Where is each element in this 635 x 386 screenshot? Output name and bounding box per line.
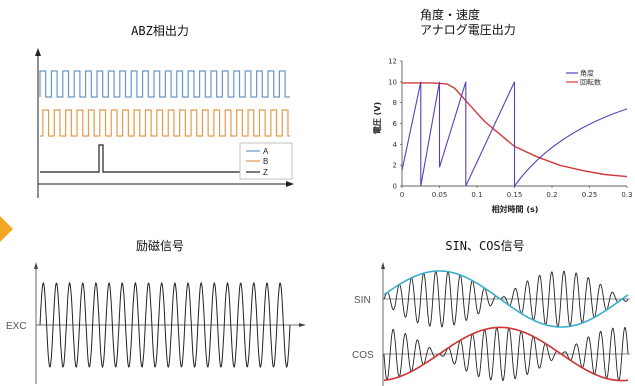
- chart-x-tick-label: 0.1: [471, 191, 482, 199]
- wave-z: [40, 144, 240, 173]
- abz-x-arrow: [286, 181, 294, 187]
- analog-title-line2: アナログ電圧出力: [420, 23, 516, 37]
- chart-x-tick-label: 0.2: [546, 191, 557, 199]
- chart-y-tick-label: 8: [393, 99, 397, 107]
- chart-x-tick-label: 0.05: [432, 191, 448, 199]
- sin-carrier-waveform: [383, 270, 629, 328]
- chart-y-tick-label: 2: [393, 162, 397, 170]
- chart-y-tick-label: 6: [393, 120, 398, 128]
- exc-waveform: [39, 281, 291, 369]
- chart-legend-label: 回転数: [580, 78, 601, 87]
- analog-title-line1: 角度・速度: [420, 8, 481, 22]
- legend-label-a: A: [263, 147, 269, 156]
- orange-tab-marker: [0, 216, 13, 242]
- chart-x-tick-label: 0.25: [582, 191, 598, 199]
- wave-a: [39, 70, 290, 98]
- chart-y-tick-label: 12: [388, 58, 397, 66]
- chart-y-tick-label: 4: [393, 141, 398, 149]
- exc-title: 励磁信号: [135, 239, 184, 253]
- abz-title: ABZ相出力: [131, 24, 189, 38]
- cos-carrier-waveform: [383, 326, 629, 382]
- series-line-speed: [402, 82, 628, 178]
- sin-envelope: [383, 270, 629, 328]
- exc-label: EXC: [6, 321, 27, 332]
- legend-label-b: B: [263, 157, 268, 166]
- abz-legend-box: [239, 142, 293, 180]
- chart-x-tick-label: 0.15: [507, 191, 523, 199]
- cos-envelope: [384, 326, 628, 382]
- chart-y-tick-label: 10: [388, 78, 397, 86]
- abz-y-arrow: [35, 48, 41, 56]
- legend-label-z: Z: [263, 168, 268, 177]
- chart-y-tick-label: 0: [393, 183, 397, 191]
- chart-legend-label: 角度: [580, 69, 594, 78]
- wave-b: [40, 109, 290, 137]
- series-line-angle: [401, 81, 628, 188]
- exc-y-arrow: [34, 262, 38, 269]
- exc-x-arrow: [299, 323, 306, 327]
- chart-x-tick-label: 0.3: [621, 191, 632, 199]
- cos-label: COS: [352, 350, 374, 361]
- chart-y-label: 電圧 (V): [372, 102, 382, 134]
- chart-x-tick-label: 0: [400, 191, 404, 199]
- chart-x-label: 相対時間 (s): [492, 204, 539, 214]
- sin-label: SIN: [354, 295, 371, 306]
- sincos-y-arrow: [381, 262, 385, 269]
- sincos-title: SIN、COS信号: [445, 239, 525, 253]
